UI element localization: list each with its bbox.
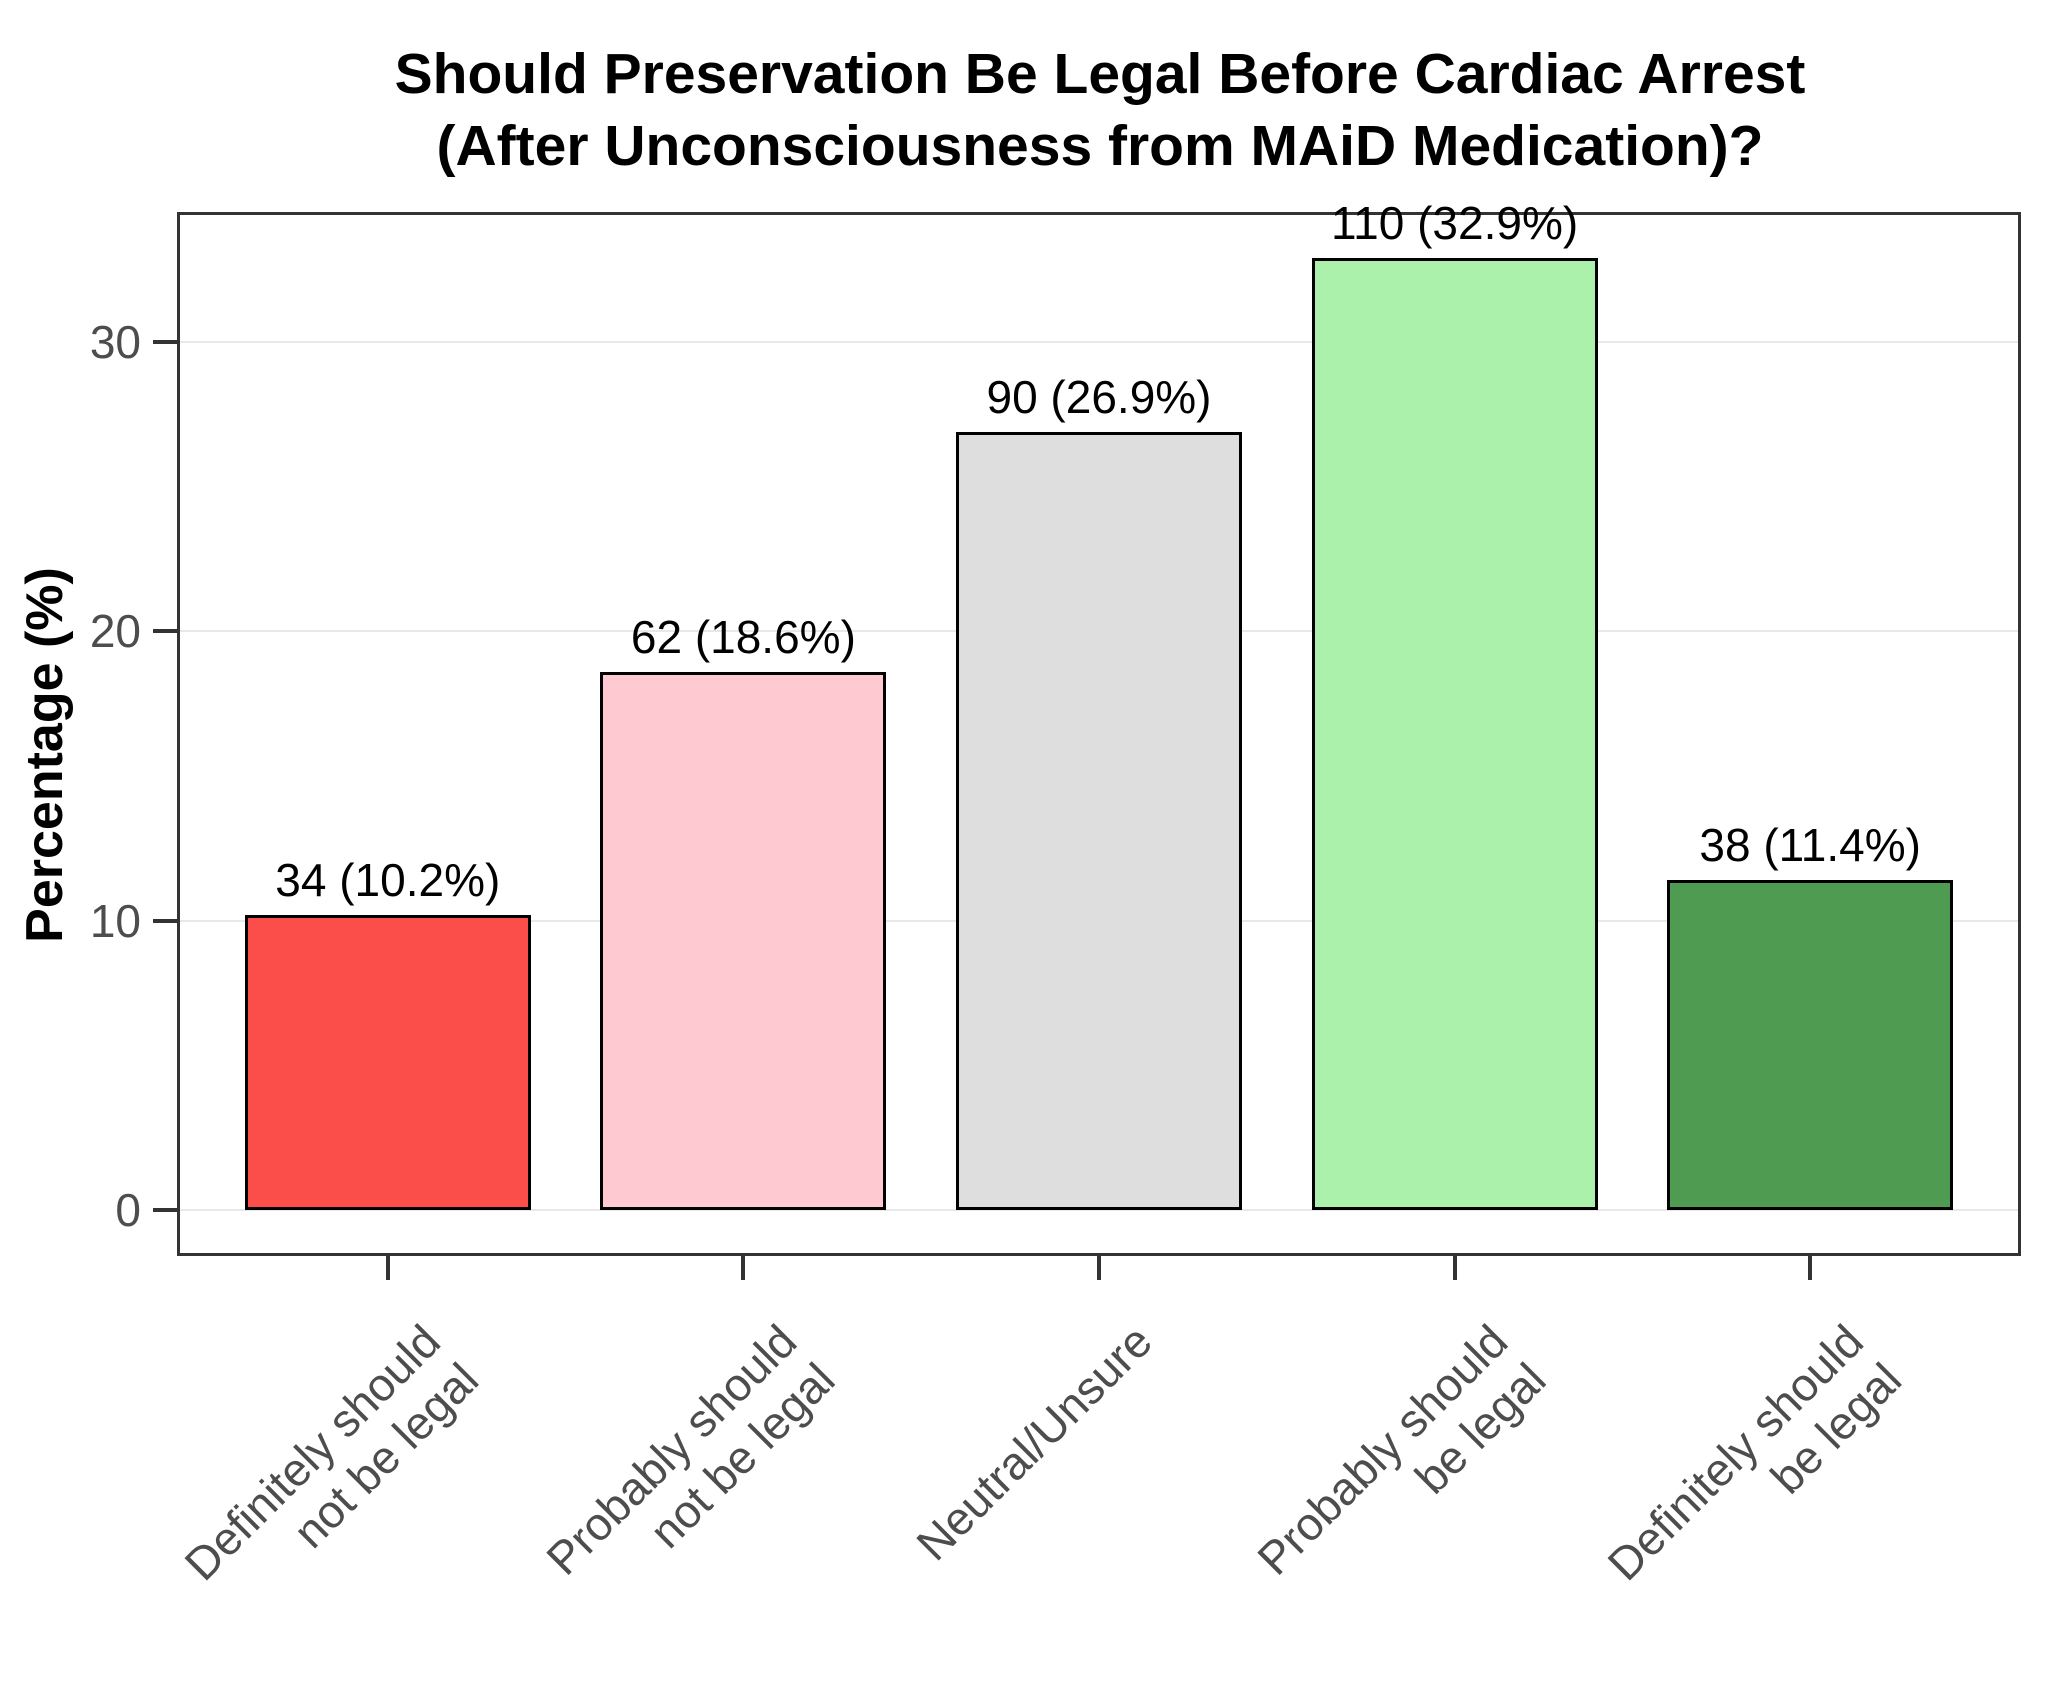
- chart-title-line2: (After Unconsciousness from MAiD Medicat…: [436, 114, 1764, 178]
- y-tick-label-30: 30: [89, 316, 141, 368]
- y-axis-title: Percentage (%): [16, 567, 74, 943]
- bar-definitely-should-be-legal: [1667, 880, 1954, 1210]
- gridline-0: [180, 1209, 2018, 1211]
- x-axis-label-probably-should-be-legal: Probably should be legal: [1247, 1314, 1556, 1585]
- x-axis-label-definitely-should-be-legal: Definitely should be legal: [1597, 1314, 1911, 1591]
- bar-value-label-neutral-unsure: 90 (26.9%): [986, 370, 1212, 423]
- chart-title: Should Preservation Be Legal Before Card…: [76, 38, 2048, 182]
- gridline-30: [180, 341, 2018, 343]
- bar-definitely-should-not-be-legal: [244, 914, 531, 1210]
- y-tick-label-20: 20: [89, 605, 141, 658]
- x-axis-tick-definitely-should-be-legal: [1808, 1256, 1813, 1280]
- y-axis-tick-10: [153, 918, 177, 923]
- bar-probably-should-be-legal: [1311, 258, 1598, 1210]
- x-axis-tick-neutral-unsure: [1097, 1256, 1101, 1280]
- bar-value-label-probably-should-not-be-legal: 62 (18.6%): [630, 610, 856, 663]
- bar-neutral-unsure: [956, 431, 1242, 1210]
- x-axis-label-definitely-should-not-be-legal: Definitely should not be legal: [174, 1314, 489, 1591]
- x-axis-label-neutral-unsure: Neutral/Unsure: [905, 1314, 1162, 1571]
- y-axis-tick-20: [153, 629, 177, 634]
- y-tick-label-10: 10: [89, 894, 141, 947]
- x-axis-tick-probably-should-be-legal: [1452, 1256, 1457, 1280]
- x-axis-tick-definitely-should-not-be-legal: [385, 1256, 390, 1280]
- y-axis-tick-30: [153, 340, 177, 344]
- y-tick-label-0: 0: [115, 1184, 141, 1236]
- bar-value-label-probably-should-be-legal: 110 (32.9%): [1331, 197, 1579, 250]
- x-axis-label-probably-should-not-be-legal: Probably should not be legal: [535, 1314, 845, 1585]
- chart-title-line1: Should Preservation Be Legal Before Card…: [394, 42, 1806, 106]
- bar-probably-should-not-be-legal: [600, 671, 887, 1210]
- y-axis-tick-0: [153, 1208, 177, 1212]
- plot-panel: 34 (10.2%) 62 (18.6%) 90 (26.9%) 110 (32.9%…: [177, 197, 2021, 1256]
- bar-value-label-definitely-should-be-legal: 38 (11.4%): [1699, 819, 1921, 872]
- bar-value-label-definitely-should-not-be-legal: 34 (10.2%): [275, 853, 501, 906]
- x-axis-tick-probably-should-not-be-legal: [741, 1256, 746, 1280]
